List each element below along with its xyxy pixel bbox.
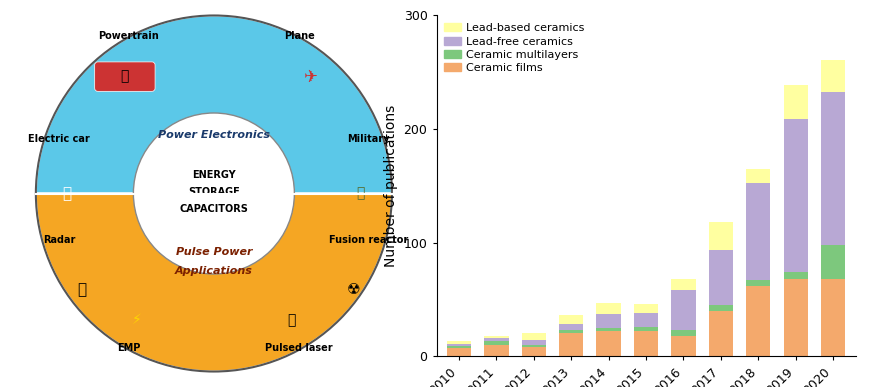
Bar [521,333,546,340]
Text: Applications: Applications [175,266,253,276]
Bar [596,314,621,328]
Text: Electric car: Electric car [28,134,90,144]
Text: EMP: EMP [117,343,141,353]
Bar [746,169,771,183]
Bar [821,279,845,356]
Bar [709,222,733,250]
Text: Military: Military [347,134,390,144]
Bar [596,303,621,314]
Bar [671,336,696,356]
Text: 🚗: 🚗 [62,186,72,201]
Bar [821,245,845,279]
Bar [521,340,546,345]
Bar [746,183,771,280]
Bar [634,331,658,356]
Bar [709,311,733,356]
Bar [485,336,508,338]
Text: 🪖: 🪖 [357,187,365,200]
Text: Radar: Radar [43,235,75,245]
Text: CAPACITORS: CAPACITORS [180,204,248,214]
Bar [634,327,658,331]
Bar [485,345,508,356]
Bar [447,346,471,348]
Text: Pulsed laser: Pulsed laser [265,343,333,353]
Bar [634,313,658,327]
Bar [447,348,471,356]
Bar [709,250,733,305]
Bar [784,119,808,272]
Wedge shape [36,15,392,194]
Bar [671,279,696,290]
Bar [821,60,845,92]
Text: STORAGE: STORAGE [188,187,240,197]
Text: 🔴: 🔴 [287,313,295,327]
Bar [784,279,808,356]
Bar [671,290,696,330]
Bar [596,328,621,331]
Text: 📡: 📡 [78,282,87,297]
Text: ENERGY: ENERGY [192,170,236,180]
Text: Plane: Plane [284,31,314,41]
Bar [485,341,508,345]
Text: Powertrain: Powertrain [99,31,159,41]
Bar [559,333,583,356]
Text: Fusion reactor: Fusion reactor [329,235,409,245]
Bar [447,344,471,346]
Circle shape [134,113,294,274]
Bar [709,305,733,311]
Bar [447,341,471,344]
Bar [784,272,808,279]
Y-axis label: Number of publications: Number of publications [384,104,398,267]
Bar [821,92,845,245]
Text: Power Electronics: Power Electronics [158,130,270,140]
Bar [521,347,546,356]
Text: ✈: ✈ [303,68,317,86]
Text: 🚄: 🚄 [120,70,129,84]
Bar [596,331,621,356]
Bar [559,324,583,330]
Legend: Lead-based ceramics, Lead-free ceramics, Ceramic multilayers, Ceramic films: Lead-based ceramics, Lead-free ceramics,… [440,19,589,78]
Bar [746,286,771,356]
Bar [559,315,583,324]
Bar [784,85,808,119]
Bar [485,338,508,341]
Text: ☢: ☢ [347,282,360,297]
Bar [559,330,583,333]
Wedge shape [36,194,392,372]
Bar [634,304,658,313]
Text: ⚡: ⚡ [132,313,141,327]
Text: Pulse Power: Pulse Power [175,247,252,257]
Bar [521,345,546,347]
Bar [671,330,696,336]
FancyBboxPatch shape [94,62,155,91]
Bar [746,280,771,286]
